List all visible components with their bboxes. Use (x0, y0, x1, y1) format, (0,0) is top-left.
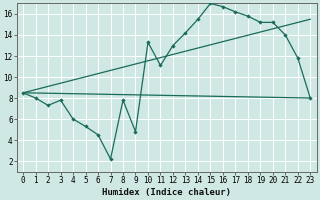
X-axis label: Humidex (Indice chaleur): Humidex (Indice chaleur) (102, 188, 231, 197)
